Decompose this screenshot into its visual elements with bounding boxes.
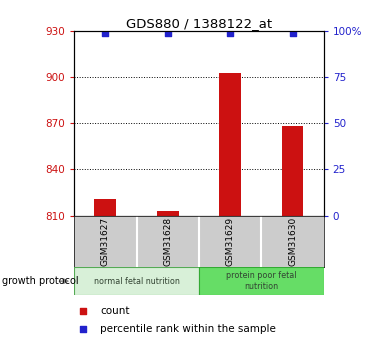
Point: [80, 327, 86, 332]
Bar: [199, 267, 324, 295]
Bar: [74, 267, 199, 295]
Text: GSM31629: GSM31629: [225, 217, 235, 266]
Point: [289, 30, 296, 36]
Text: protein poor fetal
nutrition: protein poor fetal nutrition: [226, 272, 296, 291]
Text: GSM31628: GSM31628: [163, 217, 172, 266]
Title: GDS880 / 1388122_at: GDS880 / 1388122_at: [126, 17, 272, 30]
Text: normal fetal nutrition: normal fetal nutrition: [94, 277, 179, 286]
Bar: [219, 72, 241, 216]
Point: [80, 308, 86, 313]
Point: [165, 30, 171, 36]
Bar: [94, 199, 116, 216]
Text: count: count: [101, 306, 130, 315]
Text: GSM31630: GSM31630: [288, 217, 297, 266]
Text: growth protocol: growth protocol: [2, 276, 78, 286]
Point: [227, 30, 233, 36]
Point: [102, 30, 108, 36]
Text: GSM31627: GSM31627: [101, 217, 110, 266]
Bar: [157, 211, 179, 216]
Bar: [282, 126, 303, 216]
Text: percentile rank within the sample: percentile rank within the sample: [101, 325, 276, 334]
